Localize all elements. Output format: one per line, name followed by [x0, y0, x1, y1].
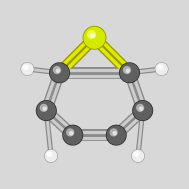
Circle shape	[67, 129, 74, 136]
Circle shape	[40, 104, 47, 111]
Circle shape	[70, 132, 73, 135]
Circle shape	[22, 63, 33, 75]
Circle shape	[126, 69, 129, 72]
Circle shape	[160, 67, 162, 69]
Circle shape	[156, 63, 167, 75]
Circle shape	[110, 129, 117, 136]
Circle shape	[24, 65, 28, 69]
Circle shape	[132, 150, 144, 162]
Circle shape	[43, 107, 46, 110]
Circle shape	[133, 101, 153, 120]
Circle shape	[113, 132, 116, 135]
Circle shape	[120, 64, 139, 82]
Circle shape	[83, 27, 106, 49]
Circle shape	[56, 69, 60, 72]
Circle shape	[64, 126, 82, 144]
Circle shape	[21, 63, 33, 75]
Circle shape	[50, 63, 69, 83]
Circle shape	[132, 150, 144, 162]
Circle shape	[139, 107, 143, 110]
Circle shape	[120, 63, 139, 83]
Circle shape	[45, 150, 57, 162]
Circle shape	[37, 101, 55, 120]
Circle shape	[88, 31, 95, 39]
Circle shape	[63, 125, 83, 145]
Circle shape	[25, 67, 27, 69]
Circle shape	[45, 150, 57, 162]
Circle shape	[106, 125, 126, 145]
Circle shape	[156, 63, 168, 75]
Circle shape	[49, 154, 51, 156]
Circle shape	[107, 126, 125, 144]
Circle shape	[84, 27, 105, 48]
Circle shape	[53, 67, 60, 74]
Circle shape	[47, 152, 52, 156]
Circle shape	[158, 65, 162, 69]
Circle shape	[123, 67, 130, 74]
Circle shape	[134, 152, 139, 156]
Circle shape	[50, 64, 69, 82]
Circle shape	[134, 101, 152, 120]
Circle shape	[137, 104, 144, 111]
Circle shape	[136, 154, 138, 156]
Circle shape	[36, 101, 56, 120]
Circle shape	[91, 34, 94, 37]
